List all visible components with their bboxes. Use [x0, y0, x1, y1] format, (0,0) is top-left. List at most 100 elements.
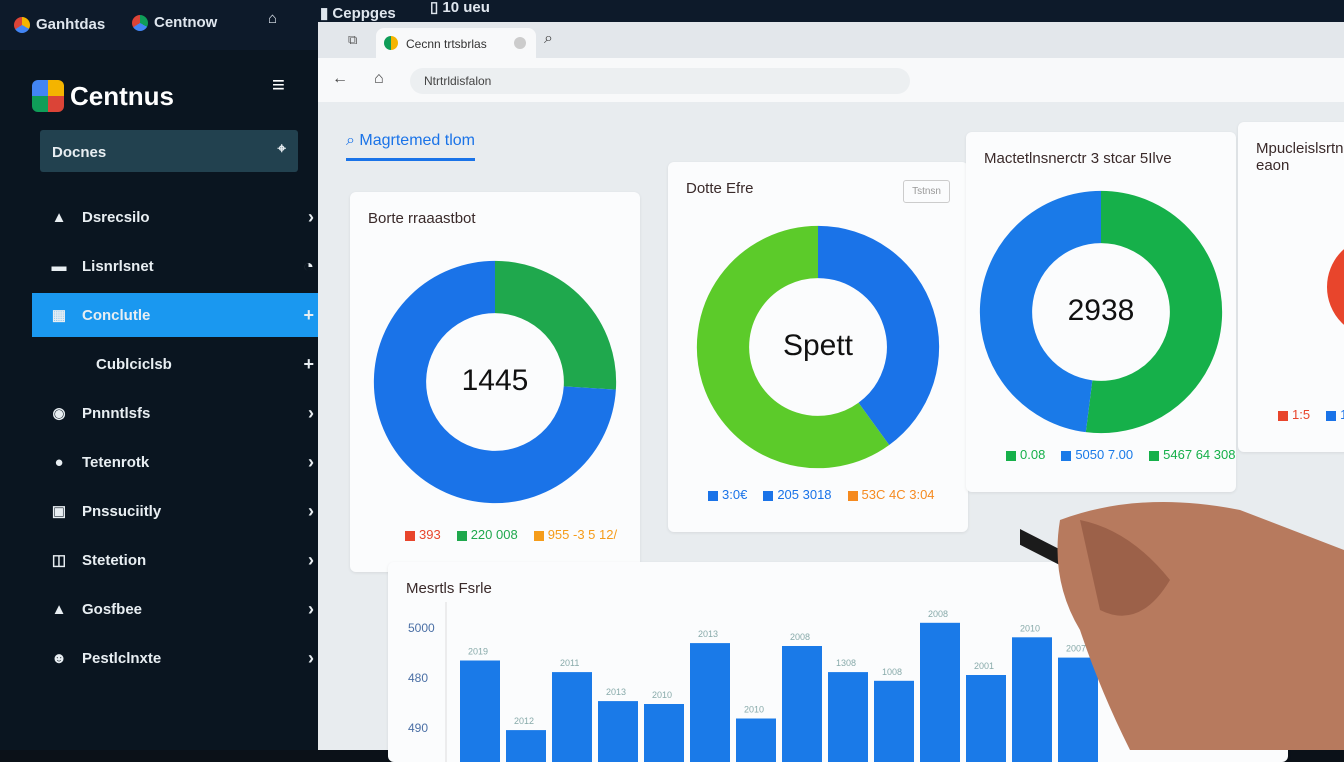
sidebar-item[interactable]: ◉Pnnntlsfs›: [32, 391, 332, 435]
bar-label: 2008: [790, 632, 810, 642]
id-card-icon: ▣: [50, 502, 68, 520]
chevron-right-icon[interactable]: ›: [308, 550, 314, 571]
sidebar-item[interactable]: Cublciclsb +: [32, 342, 332, 386]
legend-label: 5050 7.00: [1075, 447, 1133, 462]
plus-icon[interactable]: +: [303, 305, 314, 326]
hand-with-pen: [1020, 490, 1344, 750]
sidebar-item[interactable]: ☻Pestlclnxte›: [32, 636, 332, 680]
search-icon[interactable]: ⌕: [544, 30, 553, 48]
favicon-icon: [384, 36, 398, 50]
sidebar: Centnus ≡ Docnes ⌖ ▲Dsrecsilo› ▬ Lisnrlsnet…: [0, 50, 345, 750]
chevron-right-icon[interactable]: ›: [308, 452, 314, 473]
close-tab-icon[interactable]: [514, 37, 526, 49]
pin-icon[interactable]: ⌖: [278, 140, 286, 157]
sidebar-item-label: Conclutle: [82, 307, 150, 324]
menu-icon[interactable]: ≡: [272, 72, 285, 98]
bar: [966, 675, 1006, 762]
chrome-icon: [132, 15, 148, 31]
bar-label: 2013: [698, 629, 718, 639]
taskbar-item[interactable]: ▯ 10 ueu: [430, 0, 490, 16]
legend-label: 1: [1340, 407, 1344, 422]
bar: [506, 730, 546, 762]
sidebar-item-label: Gosfbee: [82, 601, 142, 618]
warning-triangle-icon: ▲: [50, 208, 68, 226]
bar: [644, 704, 684, 762]
chevron-right-icon[interactable]: ›: [308, 501, 314, 522]
card-button[interactable]: Tstnsn: [903, 180, 950, 203]
legend-swatch: [763, 491, 773, 501]
donut-center-value: 7: [1318, 269, 1344, 303]
legend-label: 393: [419, 527, 441, 542]
bar: [828, 672, 868, 762]
extensions-icon[interactable]: ⧉: [348, 32, 357, 48]
sidebar-search-text: Docnes: [52, 144, 106, 161]
card-title: Borte rraaastbot: [368, 210, 476, 227]
bar-label: 2001: [974, 661, 994, 671]
bag-icon[interactable]: ⌂: [268, 10, 277, 27]
legend-swatch: [1006, 451, 1016, 461]
legend-label: 955 -3 5 12/: [548, 527, 617, 542]
legend-swatch: [534, 531, 544, 541]
legend-label: 3:0€: [722, 487, 747, 502]
legend-item: 53C 4C 3:04: [848, 487, 935, 502]
sidebar-item[interactable]: ▲Dsrecsilo›: [32, 195, 332, 239]
taskbar-label: Centnow: [154, 14, 217, 31]
browser-tab[interactable]: Cecnn trtsbrlas: [376, 28, 536, 58]
taskbar-label: Ceppges: [332, 5, 395, 22]
legend-swatch: [1278, 411, 1288, 421]
sidebar-item[interactable]: ▲Gosfbee›: [32, 587, 332, 631]
legend-item: 393: [405, 527, 441, 542]
taskbar-item[interactable]: Centnow: [132, 14, 217, 31]
sidebar-search[interactable]: Docnes ⌖: [40, 130, 298, 172]
bar: [552, 672, 592, 762]
sidebar-item[interactable]: ▦Conclutle+: [32, 293, 332, 337]
app-logo[interactable]: Centnus: [32, 80, 174, 112]
sidebar-item[interactable]: ▬ Lisnrlsnet ◔: [32, 244, 332, 288]
record-icon: ◉: [50, 404, 68, 422]
sidebar-item[interactable]: ◫ Stetetion ›: [32, 538, 332, 582]
chevron-right-icon[interactable]: ›: [308, 648, 314, 669]
bar-label: 1008: [882, 667, 902, 677]
home-icon[interactable]: ⌂: [374, 70, 384, 88]
legend-swatch: [405, 531, 415, 541]
taskbar-item[interactable]: Ganhtdas: [14, 16, 105, 33]
eye-icon[interactable]: ◔: [303, 256, 314, 277]
bar-label: 2012: [514, 716, 534, 726]
url-field[interactable]: Ntrtrldisfalon: [410, 68, 910, 94]
plus-icon[interactable]: +: [303, 354, 314, 375]
bar: [598, 701, 638, 762]
sidebar-item-label: Lisnrlsnet: [82, 258, 154, 275]
bar: [736, 719, 776, 762]
bar-label: 2010: [744, 705, 764, 715]
legend-item: 1:5: [1278, 407, 1310, 422]
clock-icon: ●: [50, 453, 68, 471]
sidebar-item-label: Pestlclnxte: [82, 650, 161, 667]
taskbar-item[interactable]: ▮ Ceppges: [320, 4, 396, 22]
bar-label: 2008: [928, 609, 948, 619]
legend-swatch: [1149, 451, 1159, 461]
chevron-right-icon[interactable]: ›: [308, 599, 314, 620]
sidebar-item[interactable]: ▣Pnssuciitly›: [32, 489, 332, 533]
legend-item: 955 -3 5 12/: [534, 527, 617, 542]
sidebar-item-label: Cublciclsb: [96, 356, 172, 373]
briefcase-icon: ◫: [50, 551, 68, 569]
back-arrow-icon[interactable]: ←: [332, 70, 348, 88]
taskbar-label: 10 ueu: [442, 0, 490, 16]
card-title: Mpucleislsrtn eaon: [1256, 140, 1344, 174]
bar: [782, 646, 822, 762]
sidebar-item-label: Stetetion: [82, 552, 146, 569]
donut-card: Mpucleislsrtn eaon 7 1:5 1: [1238, 122, 1344, 452]
search-tab[interactable]: ⌕ Magrtemed tlom: [346, 132, 475, 161]
chevron-right-icon[interactable]: ›: [308, 403, 314, 424]
tab-title: Cecnn trtsbrlas: [406, 37, 487, 51]
chevron-right-icon[interactable]: ›: [308, 207, 314, 228]
legend-label: 53C 4C 3:04: [862, 487, 935, 502]
legend-swatch: [708, 491, 718, 501]
sidebar-item[interactable]: ●Tetenrotk›: [32, 440, 332, 484]
tag-icon: ▬: [50, 257, 68, 275]
bar: [690, 643, 730, 762]
legend-swatch: [1061, 451, 1071, 461]
